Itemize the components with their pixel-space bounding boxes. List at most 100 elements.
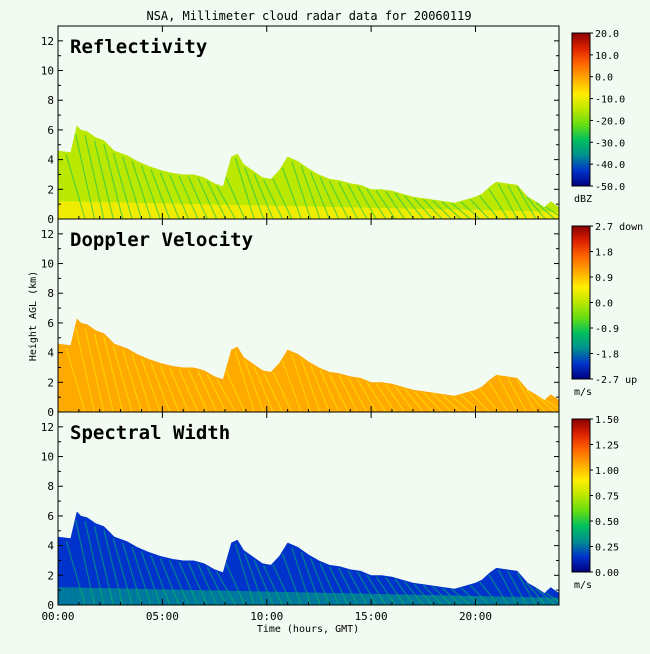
near-surface-echo [439, 595, 445, 605]
colorbar-tick-label: -2.7 up [595, 375, 637, 386]
y-tick-label: 10 [41, 258, 54, 271]
y-tick-label: 6 [47, 317, 54, 330]
near-surface-echo [553, 211, 559, 219]
near-surface-echo [345, 593, 351, 605]
fall-streak [272, 371, 293, 412]
fall-streak [206, 180, 227, 219]
near-surface-echo [313, 592, 320, 605]
near-surface-echo [491, 210, 497, 219]
fall-streak [253, 559, 274, 605]
fall-streak [545, 399, 559, 410]
fall-streak [65, 154, 86, 219]
near-surface-echo [157, 589, 163, 605]
near-surface-echo [532, 597, 539, 605]
near-surface-echo [110, 395, 116, 412]
near-surface-echo [277, 205, 283, 219]
near-surface-echo [418, 208, 424, 219]
near-surface-echo [392, 208, 398, 219]
near-surface-echo [371, 207, 377, 219]
near-surface-echo [230, 590, 236, 605]
fall-streak [507, 378, 528, 412]
near-surface-echo [214, 590, 221, 605]
near-surface-echo [355, 400, 362, 412]
fall-streak [460, 587, 481, 605]
near-surface-echo [506, 596, 513, 605]
near-surface-echo [198, 590, 205, 605]
y-tick-label: 10 [41, 65, 54, 78]
fall-streak [375, 576, 396, 605]
near-surface-echo [345, 207, 351, 219]
near-surface-echo [454, 209, 461, 219]
near-surface-echo [157, 396, 163, 412]
near-surface-echo [73, 587, 80, 605]
colorbar-tick-label: -50.0 [595, 182, 625, 193]
fall-streak [253, 366, 274, 412]
near-surface-echo [439, 209, 445, 219]
near-surface-echo [209, 397, 215, 412]
x-tick-label: 10:00 [250, 610, 283, 623]
near-surface-echo [183, 203, 189, 219]
near-surface-echo [506, 403, 513, 412]
fall-streak [469, 584, 490, 605]
fall-streak [150, 362, 171, 412]
fall-streak [347, 570, 368, 605]
near-surface-echo [485, 210, 492, 219]
near-surface-echo [350, 207, 356, 219]
near-surface-echo [292, 592, 299, 605]
fall-streak [281, 360, 302, 412]
near-surface-echo [256, 205, 262, 219]
colorbar-tick-label: -20.0 [595, 116, 625, 127]
fall-streak [385, 384, 405, 412]
near-surface-echo [329, 400, 336, 412]
fall-streak [516, 379, 537, 412]
near-surface-echo [272, 398, 278, 412]
fall-streak [488, 188, 509, 219]
fall-streak [65, 540, 86, 605]
near-surface-echo [517, 597, 523, 605]
y-tick-label: 6 [47, 124, 54, 137]
fall-streak [319, 369, 340, 412]
near-surface-echo [287, 399, 294, 412]
near-surface-echo [188, 397, 195, 412]
near-surface-echo [475, 403, 482, 412]
near-surface-echo [125, 395, 132, 412]
near-surface-echo [157, 203, 163, 219]
fall-streak [234, 350, 255, 412]
y-tick-label: 0 [47, 213, 54, 226]
fall-streak [244, 360, 265, 412]
near-surface-echo [376, 401, 382, 412]
fall-streak [357, 185, 377, 219]
near-surface-echo [240, 591, 247, 605]
near-surface-echo [193, 590, 200, 605]
y-tick-label: 8 [47, 94, 54, 107]
fall-streak [300, 165, 321, 219]
near-surface-echo [287, 592, 294, 605]
panel-title: Doppler Velocity [70, 229, 253, 251]
y-tick-label: 0 [47, 406, 54, 419]
near-surface-echo [527, 211, 534, 219]
near-surface-echo [303, 592, 309, 605]
near-surface-echo [277, 398, 283, 412]
near-surface-echo [371, 593, 377, 605]
near-surface-echo [188, 590, 195, 605]
fall-streak [206, 373, 227, 412]
fall-streak [122, 349, 143, 412]
fall-streak [65, 347, 86, 412]
fall-streak [75, 134, 96, 219]
fall-streak [187, 369, 208, 412]
near-surface-echo [235, 398, 242, 412]
fall-streak [366, 574, 387, 605]
near-surface-echo [449, 595, 456, 605]
near-surface-echo [131, 202, 137, 219]
cloud-echo-area [58, 125, 559, 219]
y-tick-label: 2 [47, 569, 54, 582]
near-surface-echo [120, 395, 127, 412]
near-surface-echo [240, 205, 247, 219]
radar-field [58, 318, 559, 412]
fall-streak [545, 206, 559, 217]
near-surface-echo [141, 589, 148, 605]
near-surface-echo [386, 401, 393, 412]
near-surface-echo [261, 398, 268, 412]
colorbar-unit: m/s [574, 580, 592, 591]
